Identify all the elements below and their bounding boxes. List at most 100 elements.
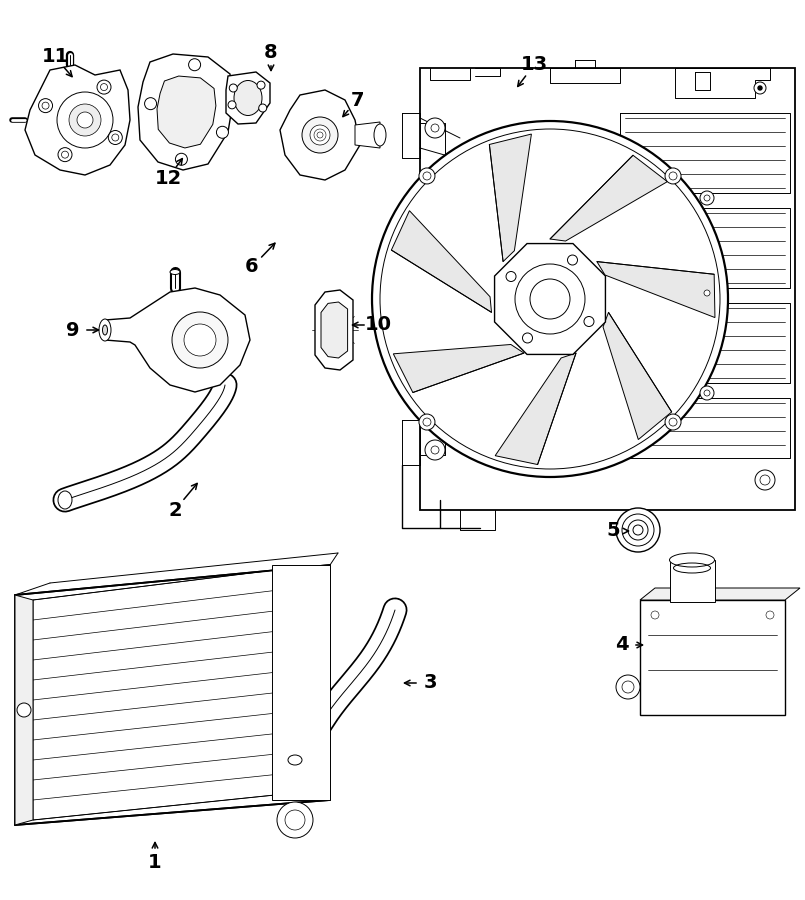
Circle shape	[522, 333, 532, 343]
Ellipse shape	[234, 80, 262, 115]
Circle shape	[101, 84, 108, 91]
Circle shape	[188, 58, 200, 71]
Circle shape	[425, 440, 445, 460]
Ellipse shape	[288, 755, 302, 765]
Circle shape	[39, 99, 52, 112]
Circle shape	[423, 418, 431, 426]
Circle shape	[651, 611, 659, 619]
Circle shape	[754, 82, 766, 94]
Circle shape	[431, 446, 439, 454]
Circle shape	[700, 386, 714, 400]
Circle shape	[616, 508, 660, 552]
Circle shape	[229, 84, 237, 92]
Polygon shape	[355, 122, 380, 148]
Circle shape	[700, 191, 714, 205]
Polygon shape	[33, 570, 275, 820]
Circle shape	[704, 390, 710, 396]
Circle shape	[616, 675, 640, 699]
Circle shape	[669, 418, 677, 426]
Polygon shape	[495, 353, 576, 464]
Polygon shape	[489, 134, 531, 262]
Circle shape	[112, 134, 119, 141]
Ellipse shape	[99, 319, 111, 341]
Circle shape	[760, 475, 770, 485]
Circle shape	[184, 324, 216, 356]
Circle shape	[704, 195, 710, 201]
Polygon shape	[15, 565, 330, 825]
Polygon shape	[391, 211, 492, 312]
Circle shape	[172, 312, 228, 368]
Polygon shape	[157, 76, 216, 148]
Circle shape	[423, 172, 431, 180]
Circle shape	[568, 255, 577, 265]
Circle shape	[61, 151, 68, 158]
Circle shape	[285, 810, 305, 830]
Circle shape	[700, 286, 714, 300]
Circle shape	[755, 470, 775, 490]
Circle shape	[175, 153, 188, 166]
Polygon shape	[105, 288, 250, 392]
Circle shape	[633, 525, 643, 535]
Circle shape	[372, 121, 728, 477]
Circle shape	[425, 118, 445, 138]
Text: 13: 13	[521, 56, 547, 75]
Circle shape	[58, 148, 72, 162]
Circle shape	[530, 279, 570, 319]
Polygon shape	[494, 244, 605, 355]
Ellipse shape	[170, 269, 180, 274]
Circle shape	[419, 414, 435, 430]
Circle shape	[69, 104, 101, 136]
Text: 12: 12	[155, 168, 182, 187]
Ellipse shape	[102, 325, 108, 335]
Circle shape	[628, 520, 648, 540]
Circle shape	[622, 514, 654, 546]
Text: 8: 8	[264, 42, 278, 61]
Circle shape	[277, 802, 313, 838]
Polygon shape	[315, 290, 353, 370]
Text: 9: 9	[66, 320, 80, 339]
Polygon shape	[226, 72, 270, 124]
Circle shape	[515, 264, 585, 334]
Ellipse shape	[670, 553, 715, 567]
Polygon shape	[420, 68, 795, 510]
Circle shape	[302, 117, 338, 153]
Circle shape	[109, 130, 122, 145]
Text: 4: 4	[615, 635, 629, 654]
Text: 6: 6	[246, 257, 259, 276]
Polygon shape	[25, 65, 130, 175]
Circle shape	[704, 290, 710, 296]
Text: 1: 1	[148, 852, 162, 871]
Circle shape	[419, 168, 435, 184]
Circle shape	[506, 272, 516, 282]
Polygon shape	[603, 312, 671, 439]
Polygon shape	[670, 560, 715, 602]
Polygon shape	[640, 588, 800, 600]
Circle shape	[257, 81, 265, 89]
Circle shape	[228, 101, 236, 109]
Circle shape	[145, 98, 157, 110]
Circle shape	[57, 92, 113, 148]
Circle shape	[669, 172, 677, 180]
Circle shape	[622, 681, 634, 693]
Circle shape	[584, 317, 594, 327]
Polygon shape	[272, 565, 330, 800]
Text: 2: 2	[168, 500, 182, 519]
Circle shape	[77, 112, 93, 128]
Text: 3: 3	[423, 673, 437, 692]
Polygon shape	[280, 90, 360, 180]
Polygon shape	[640, 600, 785, 715]
Circle shape	[97, 80, 111, 94]
Circle shape	[758, 86, 762, 90]
Circle shape	[17, 703, 31, 717]
Circle shape	[42, 102, 49, 109]
Polygon shape	[15, 595, 33, 825]
Polygon shape	[321, 302, 348, 358]
Polygon shape	[394, 345, 524, 392]
Circle shape	[431, 124, 439, 132]
Circle shape	[258, 104, 266, 112]
Ellipse shape	[58, 491, 72, 509]
Polygon shape	[597, 262, 715, 318]
Text: 5: 5	[606, 521, 620, 541]
Text: 11: 11	[41, 48, 68, 67]
Circle shape	[665, 414, 681, 430]
